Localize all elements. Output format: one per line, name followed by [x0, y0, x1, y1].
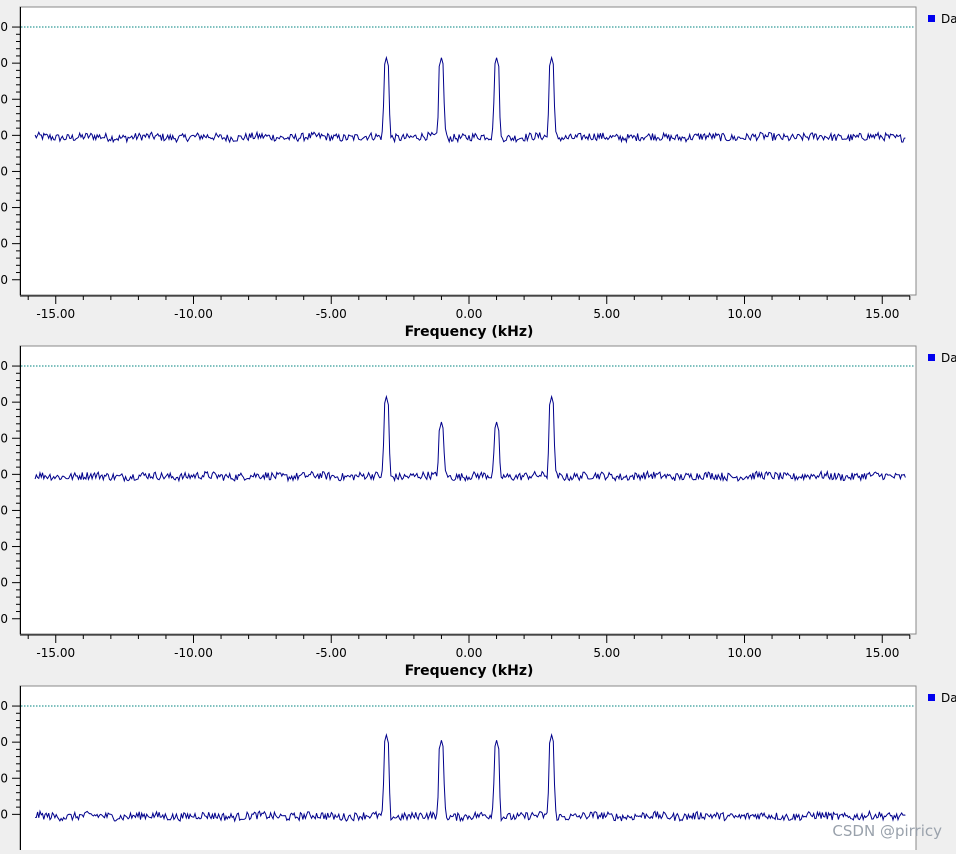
legend-label: Da: [941, 351, 956, 365]
x-tick-label: 5.00: [593, 307, 620, 321]
y-tick-label: 0: [0, 503, 8, 517]
y-tick-label: 0: [0, 807, 8, 821]
chart-1: 0 0 0 0 0 0 0 0 Da -15.00 -10.00 -5.00 0.00 5.00 10.00…: [0, 7, 956, 340]
y-tick-label: 0: [0, 164, 8, 178]
x-tick-label: 10.00: [727, 646, 761, 660]
chart-2: 0 0 0 0 0 0 0 0 Da -15.00 -10.00 -5.00 0.00 5.00 10.00…: [0, 346, 956, 679]
y-tick-label: 0: [0, 735, 8, 749]
y-tick-label: 0: [0, 92, 8, 106]
x-tick-label: 15.00: [865, 646, 899, 660]
x-tick-label: -15.00: [36, 646, 75, 660]
y-tick-label: 0: [0, 128, 8, 142]
y-tick-label: 0: [0, 395, 8, 409]
y-tick-label: 0: [0, 576, 8, 590]
x-tick-label: 0.00: [456, 646, 483, 660]
x-tick-label: -5.00: [316, 307, 347, 321]
plot-frame: [20, 7, 916, 295]
legend-swatch: [928, 15, 935, 22]
y-tick-label: 0: [0, 540, 8, 554]
y-tick-label: 0: [0, 201, 8, 215]
y-tick-label: 0: [0, 467, 8, 481]
y-tick-label: 0: [0, 612, 8, 626]
chart-3: 0 0 0 0 Da: [0, 686, 956, 850]
x-tick-label: -10.00: [174, 307, 213, 321]
y-tick-label: 0: [0, 56, 8, 70]
x-tick-label: -10.00: [174, 646, 213, 660]
y-tick-label: 0: [0, 20, 8, 34]
y-tick-label: 0: [0, 273, 8, 287]
x-tick-label: 5.00: [593, 646, 620, 660]
x-tick-label: 15.00: [865, 307, 899, 321]
x-axis-label: Frequency (kHz): [405, 663, 534, 679]
legend-label: Da: [941, 691, 956, 705]
plot-frame: [20, 346, 916, 634]
x-axis-label: Frequency (kHz): [405, 324, 534, 340]
y-tick-label: 0: [0, 699, 8, 713]
y-tick-label: 0: [0, 237, 8, 251]
y-tick-label: 0: [0, 431, 8, 445]
x-tick-label: 10.00: [727, 307, 761, 321]
legend-swatch: [928, 354, 935, 361]
plot-frame: [20, 686, 916, 850]
watermark: CSDN @pirricy: [832, 822, 942, 840]
legend-swatch: [928, 694, 935, 701]
legend-label: Da: [941, 12, 956, 26]
y-tick-label: 0: [0, 771, 8, 785]
x-tick-label: 0.00: [456, 307, 483, 321]
y-tick-label: 0: [0, 359, 8, 373]
x-tick-label: -15.00: [36, 307, 75, 321]
x-tick-label: -5.00: [316, 646, 347, 660]
